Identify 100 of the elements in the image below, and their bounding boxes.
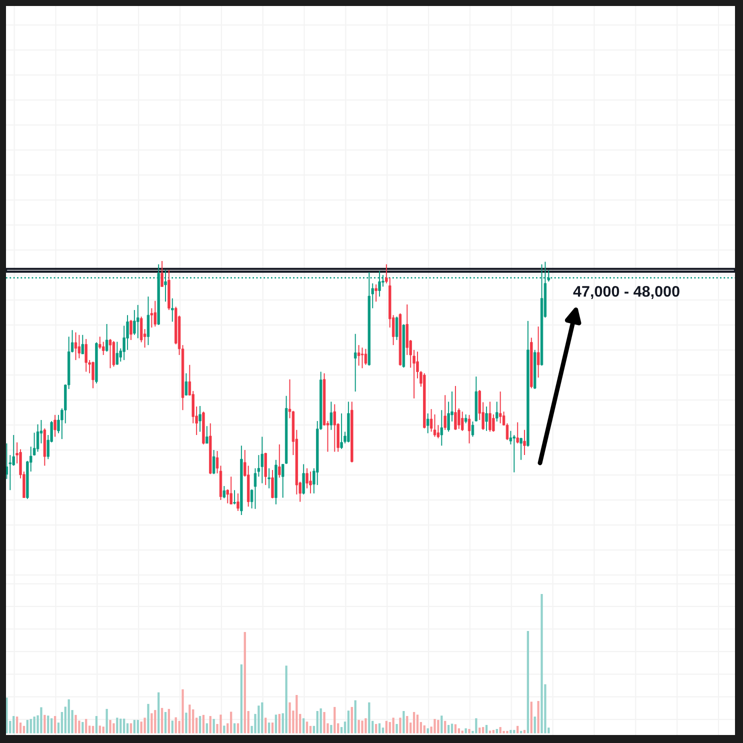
bar <box>392 718 394 734</box>
bar <box>106 708 108 734</box>
bar <box>30 718 32 734</box>
bar <box>123 718 126 734</box>
bar <box>475 718 478 734</box>
bar <box>171 720 174 734</box>
bar <box>316 711 318 734</box>
bar <box>374 724 378 734</box>
candlestick <box>496 401 498 422</box>
bar <box>285 666 288 734</box>
candlestick <box>309 471 312 494</box>
bar <box>406 716 408 734</box>
candlestick <box>116 341 119 366</box>
candlestick <box>302 464 305 495</box>
candlestick <box>264 452 267 486</box>
candlestick <box>184 372 188 396</box>
bar <box>485 724 488 734</box>
bar <box>396 724 398 734</box>
bar <box>268 722 270 734</box>
bar <box>296 694 298 734</box>
bar <box>109 720 112 734</box>
bar <box>520 730 522 734</box>
bar <box>112 723 115 734</box>
candlestick <box>454 385 457 430</box>
candlestick <box>206 426 208 444</box>
candlestick <box>395 316 398 340</box>
bar <box>444 720 446 734</box>
bar <box>240 664 243 734</box>
candlestick <box>364 348 368 366</box>
bar <box>85 718 88 734</box>
candlestick <box>498 391 502 424</box>
candlestick <box>74 332 78 361</box>
bar <box>174 717 177 734</box>
candlestick <box>536 326 540 378</box>
candlestick <box>146 296 150 346</box>
bar <box>50 718 53 734</box>
bar <box>220 714 222 734</box>
bar <box>22 726 26 734</box>
candlestick <box>236 492 240 512</box>
bar <box>271 722 274 734</box>
candlestick <box>154 300 156 328</box>
bar <box>54 716 56 734</box>
candlestick <box>461 411 464 432</box>
bar <box>537 700 540 734</box>
bar <box>496 728 498 734</box>
bar <box>233 723 236 734</box>
bar <box>16 716 18 734</box>
candlestick <box>108 338 112 369</box>
bar <box>320 708 322 734</box>
bar <box>434 718 436 734</box>
bar <box>198 716 202 734</box>
candlestick <box>520 437 522 460</box>
bar <box>364 718 367 734</box>
bar <box>530 702 532 734</box>
bar <box>158 692 160 734</box>
bar <box>116 718 118 734</box>
bar <box>440 716 443 734</box>
candlestick <box>426 412 430 434</box>
candlestick <box>333 404 336 452</box>
candlestick <box>160 260 164 288</box>
bar <box>450 724 454 734</box>
candlestick <box>81 334 84 354</box>
bar <box>12 716 15 734</box>
bar <box>261 702 264 734</box>
bar <box>98 726 101 734</box>
bar <box>361 720 364 734</box>
bar <box>464 728 467 734</box>
band-label: 47,000 - 48,000 <box>573 286 680 299</box>
bar <box>188 704 191 734</box>
candlestick <box>512 434 516 473</box>
bar <box>102 726 104 734</box>
candlestick <box>330 401 333 430</box>
bar <box>306 722 308 734</box>
bar <box>330 724 332 734</box>
candlestick <box>171 298 174 322</box>
bar <box>168 708 170 734</box>
bar <box>288 702 291 734</box>
bar <box>510 730 512 734</box>
bar <box>68 699 70 734</box>
bar <box>212 718 215 734</box>
bar <box>416 714 419 734</box>
bar <box>534 716 536 734</box>
candlestick <box>150 308 154 328</box>
bar <box>502 730 505 734</box>
bar <box>44 714 46 734</box>
bar <box>144 718 146 734</box>
bar <box>354 700 356 734</box>
bar <box>130 723 132 734</box>
candlestick <box>271 470 274 499</box>
candlestick <box>105 324 108 352</box>
candlestick <box>230 476 232 505</box>
bar <box>516 726 519 734</box>
bar <box>437 720 440 734</box>
candlestick <box>471 421 474 438</box>
candlestick <box>444 394 446 430</box>
bar <box>461 730 464 734</box>
candlestick <box>268 468 270 489</box>
candlestick <box>222 486 226 499</box>
bar <box>526 631 530 734</box>
bar <box>244 632 246 734</box>
